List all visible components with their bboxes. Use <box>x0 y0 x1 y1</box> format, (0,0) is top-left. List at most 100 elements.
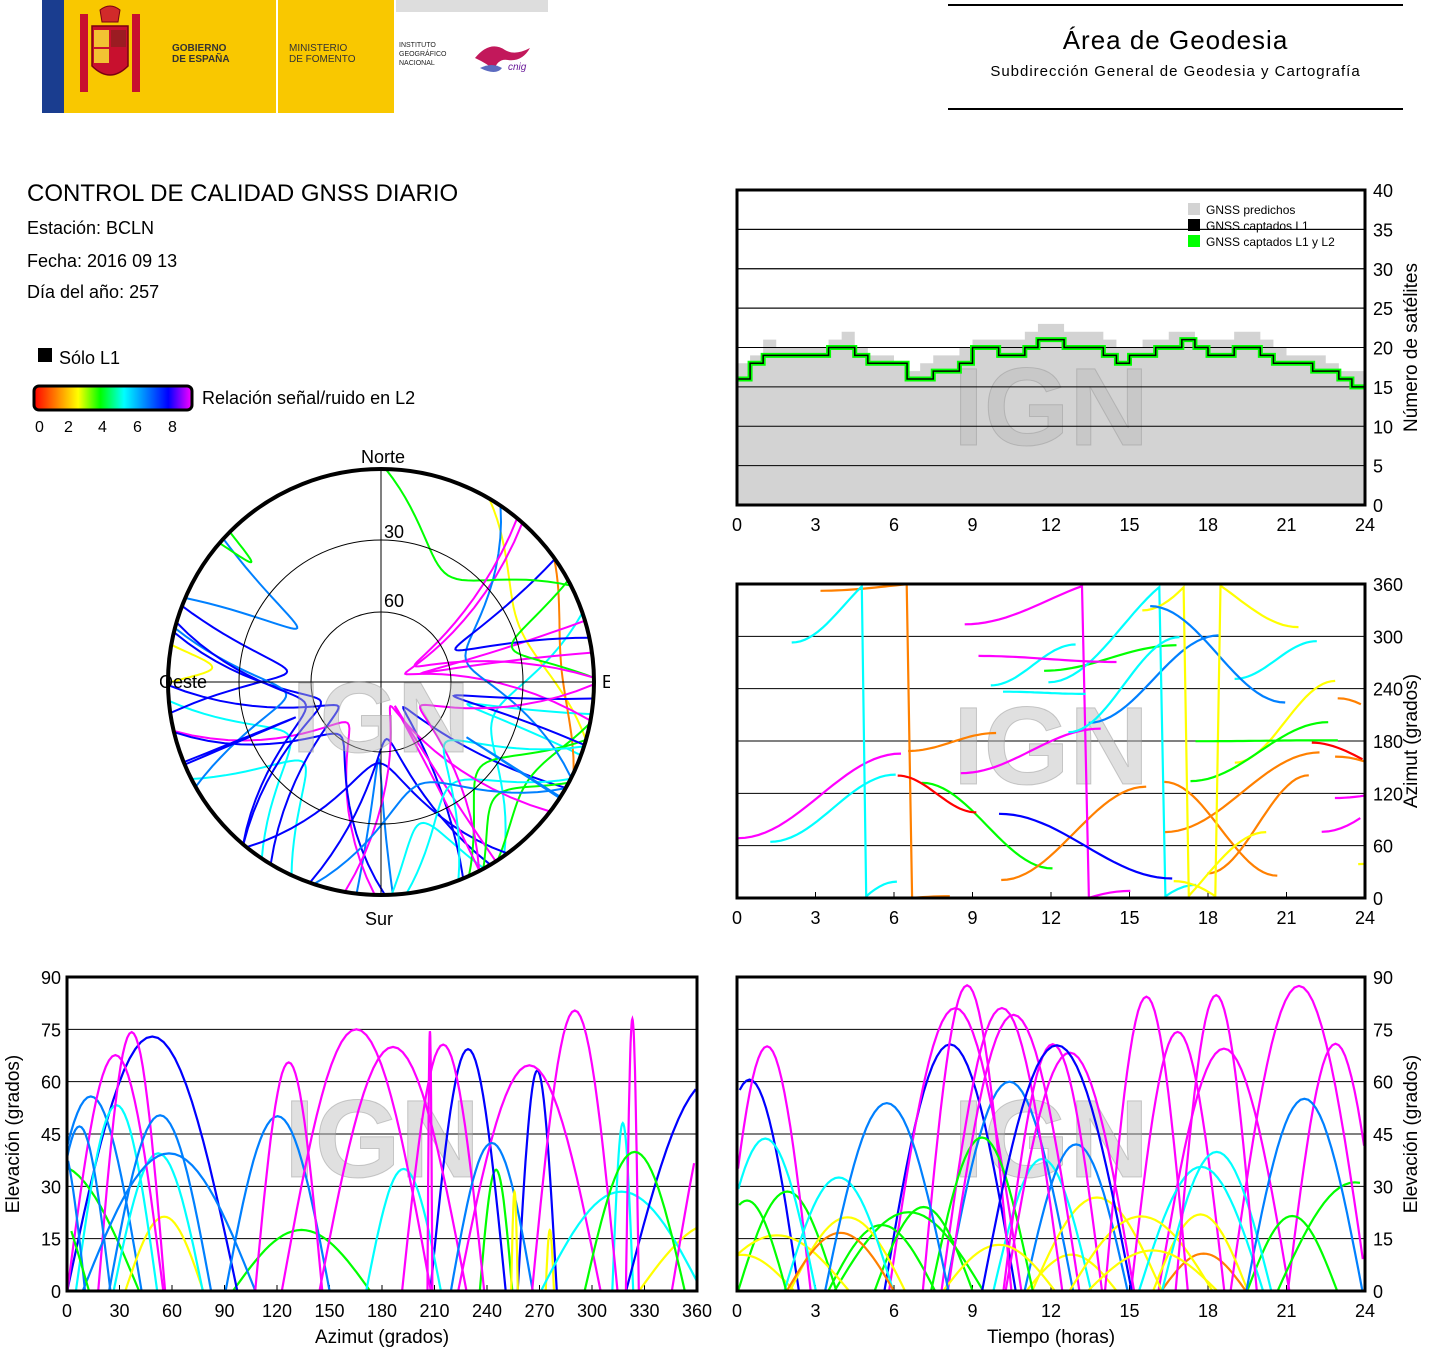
y-tick-label: 60 <box>41 1073 61 1093</box>
elevation-time-track <box>1087 1249 1219 1292</box>
elevation-azimuth-track <box>516 1069 558 1292</box>
y-tick-label: 15 <box>1373 378 1393 398</box>
elevation-time-track <box>1031 1196 1163 1292</box>
skyplot-track <box>169 605 289 714</box>
skyplot-track <box>246 762 508 855</box>
y-tick-label: 240 <box>1373 680 1403 700</box>
x-tick-label: 24 <box>1355 1301 1375 1321</box>
skyplot-track <box>419 683 595 872</box>
azimuth-track <box>1044 644 1177 672</box>
skyplot-track <box>510 579 595 679</box>
elevation-azimuth-track <box>401 1043 486 1292</box>
azimuth-track <box>791 583 897 899</box>
elevation-azimuth-track <box>112 1152 204 1292</box>
elevation-azimuth-track <box>510 1188 519 1292</box>
elevation-azimuth-track <box>583 1150 686 1292</box>
skyplot-track <box>173 631 322 845</box>
skyplot-west: Oeste <box>160 672 207 692</box>
elevation-time-track <box>944 1080 1075 1292</box>
azimuth-track <box>1311 741 1363 761</box>
y-tick-label: 35 <box>1373 220 1393 240</box>
azimuth-track <box>1068 636 1180 734</box>
skyplot-track <box>467 738 587 877</box>
ign-watermark: IGN <box>953 346 1149 469</box>
x-tick-label: 3 <box>810 1301 820 1321</box>
skyplot-track <box>451 694 594 746</box>
station-label: Estación: BCLN <box>27 218 155 238</box>
area-title: Área de Geodesia <box>1062 25 1289 55</box>
skyplot-track <box>413 517 595 679</box>
azimuth-time-chart: 0 60 120 180 240 300 360 0 3 6 9 12 15 18 21 24 Azimut (… <box>732 575 1422 928</box>
azimuth-track <box>964 584 1131 900</box>
x-tick-label: 0 <box>732 908 742 928</box>
skyplot-track <box>442 739 585 881</box>
x-tick-label: 15 <box>1119 908 1139 928</box>
elevation-azimuth-track <box>224 1115 331 1292</box>
y-tick-label: 180 <box>1373 732 1403 752</box>
skyplot-track <box>343 704 551 893</box>
skyplot-track <box>390 821 485 896</box>
skyplot-ring-label-30: 30 <box>384 522 404 542</box>
y-tick-label: 30 <box>1373 1177 1393 1197</box>
azimuth-track <box>1165 751 1320 834</box>
azimuth-track <box>897 774 977 814</box>
x-tick-label: 18 <box>1198 908 1218 928</box>
elevation-azimuth-track <box>280 1028 432 1292</box>
series-l1 <box>737 338 1365 388</box>
x-tick-label: 24 <box>1355 908 1375 928</box>
y-tick-label: 90 <box>41 968 61 988</box>
elevation-azimuth-track <box>638 1227 697 1292</box>
instituto-text: INSTITUTO GEOGRÁFICO NACIONAL <box>399 42 447 67</box>
elevation-time-track <box>1023 1143 1129 1292</box>
x-tick-label: 21 <box>1276 515 1296 535</box>
azimuth-track <box>1164 780 1278 877</box>
elevation-time-track <box>738 1078 800 1292</box>
elevation-azimuth-track <box>124 1215 205 1292</box>
elevation-time-track <box>1068 1215 1214 1292</box>
elevation-azimuth-track <box>426 1031 434 1292</box>
y-tick-label: 60 <box>1373 837 1393 857</box>
date-label: Fecha: 2016 09 13 <box>27 251 178 271</box>
x-tick-label: 60 <box>162 1301 182 1321</box>
report-title: CONTROL DE CALIDAD GNSS DIARIO <box>27 180 459 207</box>
elevation-azimuth-track <box>611 1121 635 1292</box>
azimuth-track <box>921 781 1053 870</box>
x-tick-label: 150 <box>314 1301 344 1321</box>
skyplot-track <box>309 737 492 884</box>
x-tick-label: 330 <box>629 1301 659 1321</box>
y-tick-label: 90 <box>1373 968 1393 988</box>
skyplot-track <box>167 684 340 865</box>
elevation-time-track <box>940 1006 1064 1292</box>
header-top-rule <box>948 4 1403 6</box>
elevation-time-track <box>1129 1030 1226 1292</box>
azimuth-track <box>1173 583 1299 899</box>
x-tick-label: 180 <box>367 1301 397 1321</box>
skyplot-track <box>496 722 591 861</box>
elevation-time-track <box>946 1013 1081 1292</box>
azimuth-track <box>1150 605 1286 704</box>
elevation-azimuth-track <box>254 1061 324 1292</box>
y-tick-label: 30 <box>1373 260 1393 280</box>
azimuth-track <box>770 773 896 843</box>
y-tick-label: 45 <box>1373 1125 1393 1145</box>
x-tick-label: 12 <box>1041 908 1061 928</box>
elevation-time-track <box>1002 1043 1104 1292</box>
azimuth-track <box>990 643 1076 687</box>
skyplot-north: Norte <box>361 447 405 467</box>
skyplot-track <box>464 505 573 779</box>
y-tick-label: 15 <box>41 1230 61 1250</box>
elevation-azimuth-track <box>81 1152 257 1292</box>
elevation-azimuth-track <box>318 1045 468 1292</box>
y-axis-label: Número de satélites <box>1401 263 1422 432</box>
elevation-azimuth-track <box>670 1162 696 1292</box>
x-tick-label: 15 <box>1119 1301 1139 1321</box>
skyplot-track <box>403 522 591 722</box>
x-tick-label: 30 <box>109 1301 129 1321</box>
y-axis-label: Elevación (grados) <box>1401 1055 1422 1213</box>
elevation-azimuth-track <box>70 1230 91 1292</box>
y-tick-label: 120 <box>1373 784 1403 804</box>
ministerio-text: MINISTERIO DE FOMENTO <box>289 43 356 65</box>
satellite-count-chart: 0 5 10 15 20 25 30 35 40 0 3 6 9 12 15 18 21 24 Número de … <box>732 181 1422 535</box>
snr-tick-8: 8 <box>168 419 177 436</box>
skyplot-track <box>385 468 572 587</box>
